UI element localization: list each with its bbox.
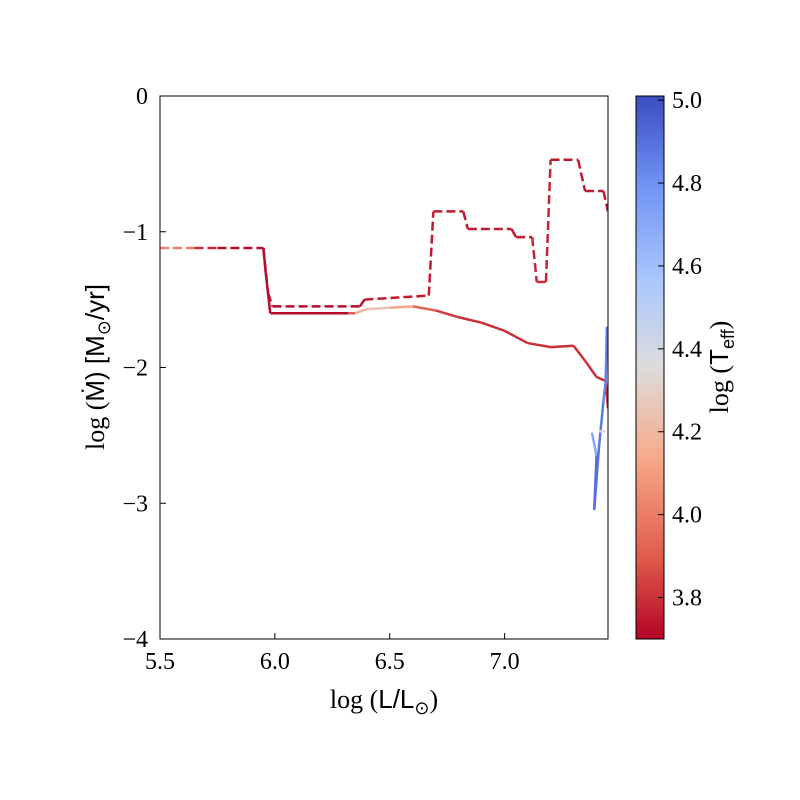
series-segment <box>544 159 552 283</box>
series-solid-1 <box>262 247 608 409</box>
series-segment <box>527 341 551 349</box>
series-segment <box>602 380 607 402</box>
x-axis-label: log (L/L⊙) <box>330 684 438 718</box>
colorbar-tick-label: 4.4 <box>672 337 702 363</box>
colorbar-tick-label: 4.6 <box>672 254 702 280</box>
colorbar-tick-label: 3.8 <box>672 586 702 612</box>
series-segment <box>596 375 607 383</box>
series-segment <box>435 309 460 319</box>
colorbar-tick-label: 4.2 <box>672 420 702 446</box>
series-segment <box>550 344 574 349</box>
y-tick-label: −4 <box>122 627 148 653</box>
series-segment <box>602 190 608 212</box>
x-tick-label: 5.5 <box>145 649 175 675</box>
series-segment <box>510 228 518 238</box>
x-axis: 5.5 6.0 6.5 7.0 <box>145 633 520 675</box>
series-segment <box>572 345 587 362</box>
series-segment <box>364 294 429 301</box>
y-axis: 0 −1 −2 −3 −4 <box>122 84 166 653</box>
colorbar: 3.8 4.0 4.2 4.4 4.6 4.8 5.0 log (Teff) <box>635 88 738 640</box>
series-segment <box>597 401 605 450</box>
y-tick-label: −2 <box>122 356 148 382</box>
series-solid-2 <box>590 326 608 511</box>
colorbar-tick-label: 4.0 <box>672 503 702 529</box>
y-tick-label: −1 <box>122 220 148 246</box>
series-segment <box>412 305 436 312</box>
series-segment <box>458 316 482 324</box>
y-tick-label: 0 <box>136 84 148 110</box>
series-segment <box>530 237 539 283</box>
series-segment <box>604 326 608 382</box>
series-segment <box>592 448 601 511</box>
y-axis-label: log (Ṁ) [M⊙/yr] <box>80 284 114 450</box>
series-segment <box>358 298 366 308</box>
plot-area <box>159 95 609 640</box>
series-segment <box>576 159 587 192</box>
series-segment <box>462 211 470 230</box>
x-tick-label: 6.0 <box>260 649 290 675</box>
series-segment <box>481 321 506 333</box>
series-segment <box>584 359 598 378</box>
series-segment <box>389 305 413 310</box>
series-segment <box>262 247 267 273</box>
series-segment <box>354 307 368 315</box>
colorbar-tick-label: 4.8 <box>672 171 702 197</box>
y-tick-label: −3 <box>122 491 148 517</box>
series-segment <box>427 211 435 296</box>
series-segment <box>590 432 598 456</box>
series-dashed-0 <box>160 158 608 308</box>
series-segment <box>366 306 390 311</box>
plot-frame <box>159 95 609 640</box>
colorbar-gradient <box>635 95 665 640</box>
series-segment <box>264 272 272 314</box>
x-tick-label: 7.0 <box>490 649 520 675</box>
colorbar-label: log (Teff) <box>704 321 738 414</box>
x-tick-label: 6.5 <box>375 649 405 675</box>
colorbar-tick-label: 5.0 <box>672 88 702 114</box>
series-segment <box>504 329 529 345</box>
